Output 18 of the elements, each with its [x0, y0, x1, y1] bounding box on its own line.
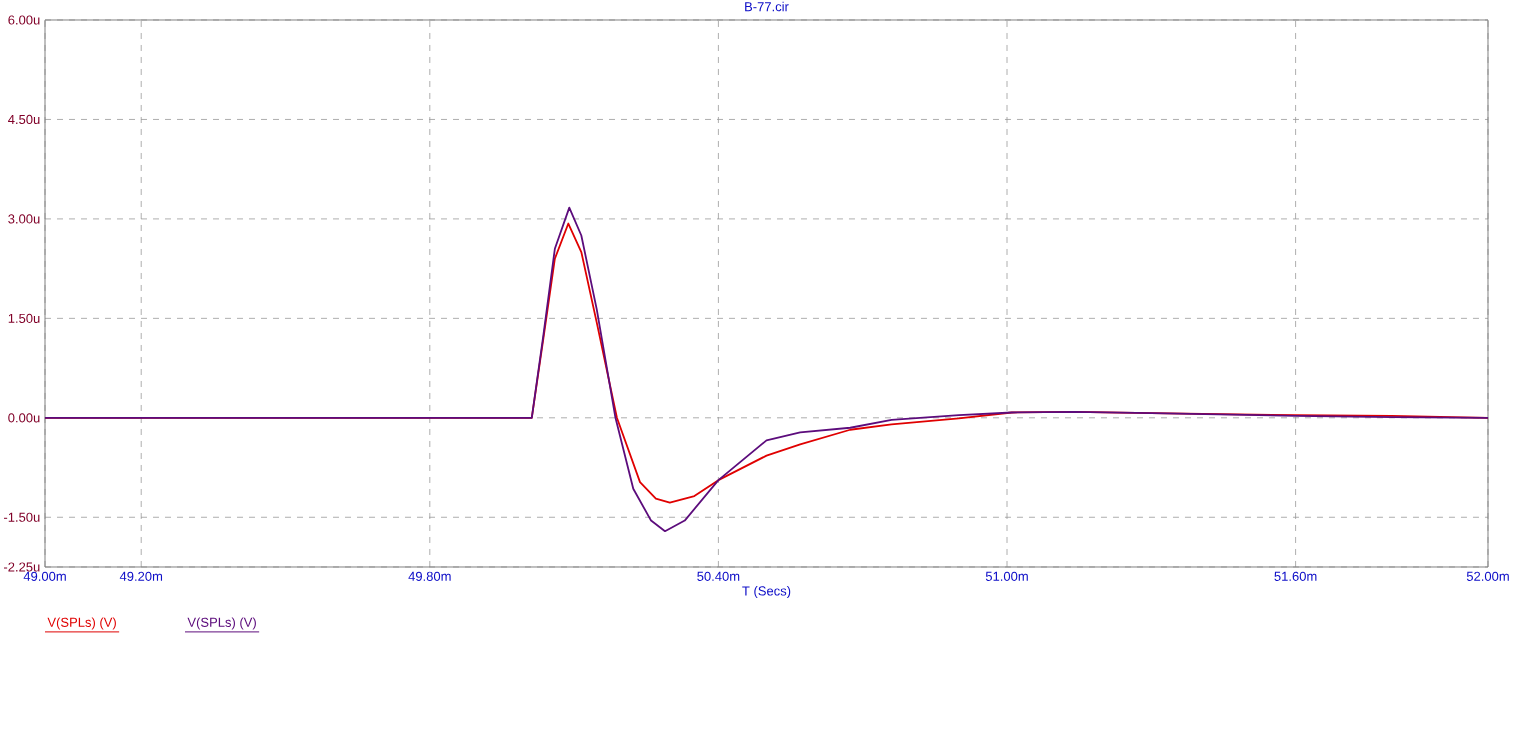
x-tick-label: 51.00m [985, 571, 1028, 581]
chart-title: B-77.cir [745, 1, 789, 12]
x-axis-title: T (Secs) [742, 586, 791, 599]
y-tick-label: -2.25u [3, 562, 40, 572]
text: V(SPLs) (V) [187, 617, 256, 630]
y-tick-label: -1.50u [3, 512, 40, 522]
y-tick-label: 4.50u [8, 114, 40, 125]
x-tick-label: 52.00m [1466, 571, 1509, 581]
y-tick-label: 3.00u [8, 214, 40, 224]
y-tick-label: 6.00u [8, 15, 40, 25]
y-tick-label: 1.50u [8, 313, 40, 323]
y-tick-label: 0.00u [8, 413, 40, 423]
text: V(SPLs) (V) [47, 617, 116, 630]
x-tick-label: 49.20m [119, 571, 163, 581]
x-tick-label: 49.80m [408, 571, 451, 581]
x-tick-label: 49.00m [23, 571, 66, 581]
x-tick-label: 51.60m [1274, 571, 1317, 581]
x-tick-label: 50.40m [697, 571, 740, 581]
